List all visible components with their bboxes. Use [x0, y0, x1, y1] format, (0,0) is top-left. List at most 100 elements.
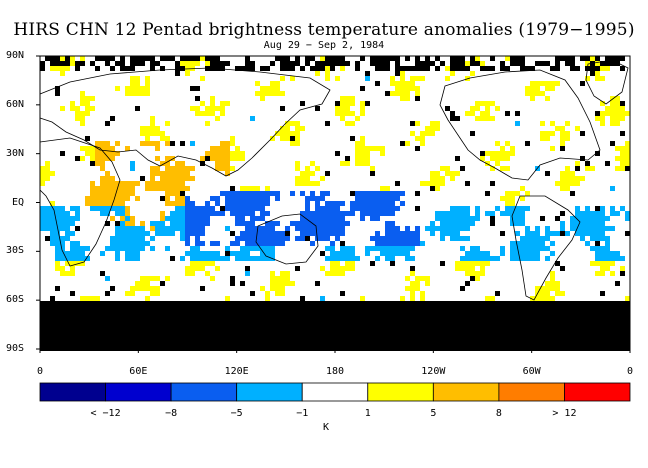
field-cell [590, 246, 595, 251]
field-cell [560, 336, 565, 341]
field-cell [160, 56, 165, 61]
field-cell [350, 266, 355, 271]
field-cell [135, 251, 140, 256]
field-cell [145, 56, 150, 61]
field-cell [265, 301, 270, 306]
field-cell [315, 306, 320, 311]
field-cell [470, 336, 475, 341]
field-cell [440, 231, 445, 236]
field-cell [195, 241, 200, 246]
field-cell [460, 246, 465, 251]
field-cell [335, 326, 340, 331]
field-cell [390, 191, 395, 196]
field-cell [135, 86, 140, 91]
field-cell [170, 311, 175, 316]
field-cell [325, 206, 330, 211]
field-cell [135, 76, 140, 81]
field-cell [55, 246, 60, 251]
field-cell [505, 201, 510, 206]
field-cell [255, 196, 260, 201]
field-cell [470, 311, 475, 316]
field-cell [190, 216, 195, 221]
field-cell [160, 306, 165, 311]
colorbar-swatch [498, 382, 565, 402]
field-cell [495, 151, 500, 156]
field-cell [485, 211, 490, 216]
field-cell [425, 326, 430, 331]
field-cell [385, 246, 390, 251]
field-cell [405, 91, 410, 96]
field-cell [230, 281, 235, 286]
field-cell [545, 301, 550, 306]
field-cell [385, 326, 390, 331]
field-cell [45, 316, 50, 321]
field-cell [125, 206, 130, 211]
field-cell [195, 251, 200, 256]
field-cell [525, 341, 530, 346]
field-cell [180, 196, 185, 201]
field-cell [525, 326, 530, 331]
field-cell [355, 336, 360, 341]
field-cell [240, 216, 245, 221]
field-cell [615, 336, 620, 341]
field-cell [145, 306, 150, 311]
field-cell [235, 301, 240, 306]
field-cell [600, 116, 605, 121]
field-cell [310, 306, 315, 311]
field-cell [310, 331, 315, 336]
field-cell [420, 66, 425, 71]
field-cell [450, 111, 455, 116]
field-cell [80, 256, 85, 261]
field-cell [415, 286, 420, 291]
field-cell [160, 181, 165, 186]
field-cell [45, 331, 50, 336]
field-cell [550, 286, 555, 291]
field-cell [445, 171, 450, 176]
field-cell [160, 331, 165, 336]
field-cell [465, 236, 470, 241]
field-cell [580, 221, 585, 226]
field-cell [410, 241, 415, 246]
field-cell [375, 331, 380, 336]
field-cell [75, 246, 80, 251]
field-cell [200, 211, 205, 216]
field-cell [430, 306, 435, 311]
field-cell [185, 201, 190, 206]
field-cell [40, 306, 45, 311]
field-cell [170, 326, 175, 331]
field-cell [125, 191, 130, 196]
field-cell [300, 311, 305, 316]
field-cell [75, 341, 80, 346]
field-cell [450, 316, 455, 321]
field-cell [240, 211, 245, 216]
field-cell [345, 61, 350, 66]
field-cell [250, 236, 255, 241]
field-cell [465, 61, 470, 66]
field-cell [360, 141, 365, 146]
field-cell [455, 321, 460, 326]
field-cell [260, 236, 265, 241]
field-cell [530, 96, 535, 101]
field-cell [160, 321, 165, 326]
field-cell [480, 301, 485, 306]
field-cell [285, 226, 290, 231]
field-cell [260, 201, 265, 206]
field-cell [415, 321, 420, 326]
field-cell [385, 321, 390, 326]
field-cell [60, 151, 65, 156]
field-cell [205, 306, 210, 311]
field-cell [565, 176, 570, 181]
field-cell [310, 316, 315, 321]
field-cell [155, 286, 160, 291]
field-cell [510, 191, 515, 196]
field-cell [500, 331, 505, 336]
field-cell [70, 341, 75, 346]
field-cell [505, 141, 510, 146]
field-cell [390, 91, 395, 96]
field-cell [550, 146, 555, 151]
field-cell [400, 246, 405, 251]
field-cell [595, 151, 600, 156]
field-cell [470, 331, 475, 336]
field-cell [200, 316, 205, 321]
field-cell [250, 246, 255, 251]
